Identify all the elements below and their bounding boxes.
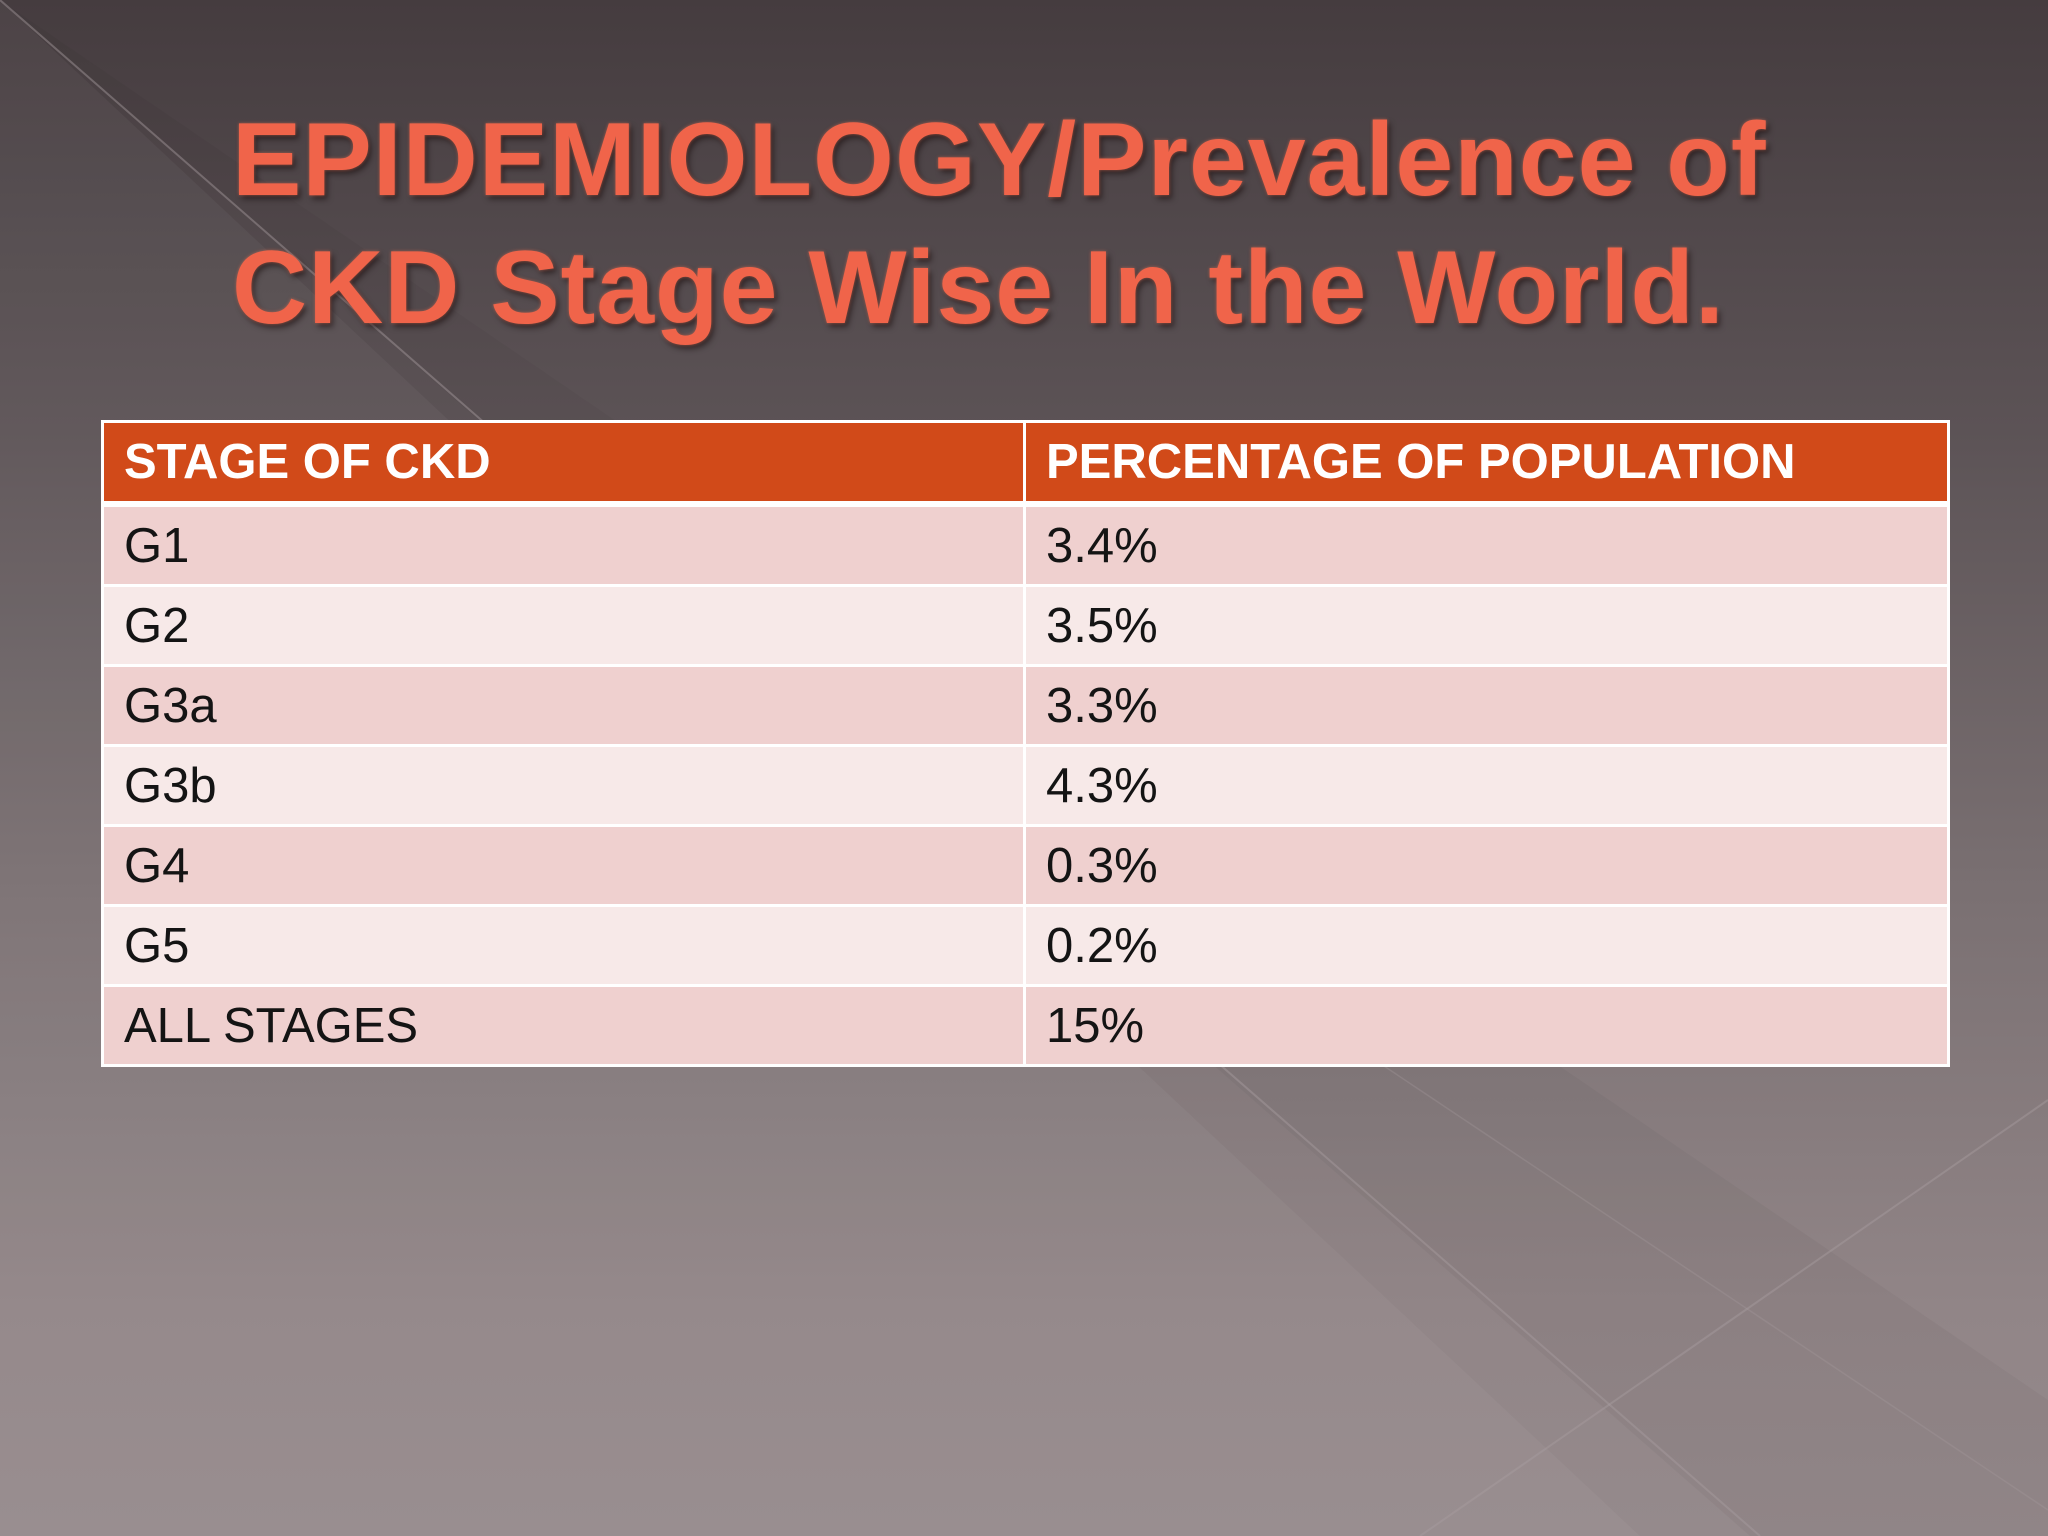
ckd-prevalence-table-container: STAGE OF CKD PERCENTAGE OF POPULATION G1… <box>101 420 1950 1067</box>
stage-cell: G1 <box>101 502 1026 587</box>
stage-cell: G2 <box>101 584 1026 667</box>
table-row: G5 0.2% <box>101 904 1950 987</box>
table-row: G2 3.5% <box>101 584 1950 667</box>
column-header-stage: STAGE OF CKD <box>101 420 1026 507</box>
percentage-cell: 15% <box>1023 984 1950 1067</box>
table-row-total: ALL STAGES 15% <box>101 984 1950 1067</box>
slide-title-line-1: EPIDEMIOLOGY/Prevalence of <box>232 102 1767 218</box>
column-header-percentage: PERCENTAGE OF POPULATION <box>1023 420 1950 507</box>
table-row: G1 3.4% <box>101 502 1950 587</box>
table-row: G3b 4.3% <box>101 744 1950 827</box>
stage-cell: G3b <box>101 744 1026 827</box>
percentage-cell: 3.3% <box>1023 664 1950 747</box>
table-row: G4 0.3% <box>101 824 1950 907</box>
percentage-cell: 3.5% <box>1023 584 1950 667</box>
stage-cell: G3a <box>101 664 1026 747</box>
percentage-cell: 0.2% <box>1023 904 1950 987</box>
table-header-row: STAGE OF CKD PERCENTAGE OF POPULATION <box>101 420 1950 507</box>
table-row: G3a 3.3% <box>101 664 1950 747</box>
percentage-cell: 0.3% <box>1023 824 1950 907</box>
stage-cell: ALL STAGES <box>101 984 1026 1067</box>
slide-title-line-2: CKD Stage Wise In the World. <box>232 230 1725 346</box>
stage-cell: G4 <box>101 824 1026 907</box>
stage-cell: G5 <box>101 904 1026 987</box>
ckd-prevalence-table: STAGE OF CKD PERCENTAGE OF POPULATION G1… <box>101 420 1950 1067</box>
percentage-cell: 3.4% <box>1023 502 1950 587</box>
slide-title: EPIDEMIOLOGY/Prevalence of CKD Stage Wis… <box>232 96 1952 352</box>
percentage-cell: 4.3% <box>1023 744 1950 827</box>
